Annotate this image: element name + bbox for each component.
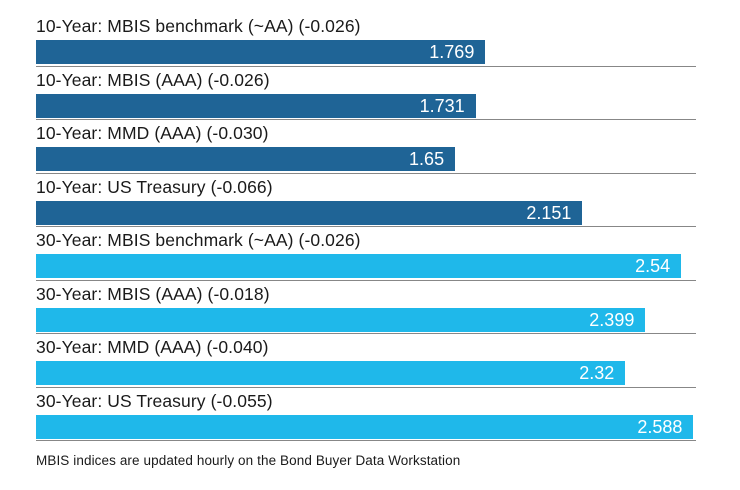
footer-note: MBIS indices are updated hourly on the B…	[36, 453, 461, 468]
bar: 2.588	[36, 414, 694, 439]
bar-label: 30-Year: MBIS (AAA) (-0.018)	[36, 283, 270, 304]
bar-label: 30-Year: MMD (AAA) (-0.040)	[36, 337, 269, 357]
bar-label: 10-Year: US Treasury (-0.066)	[36, 176, 273, 197]
bar: 2.151	[36, 200, 583, 225]
bar-row: 10-Year: MBIS (AAA) (-0.026) 1.731	[36, 67, 696, 120]
bar-value-label: 2.32	[579, 363, 615, 383]
bar-row: 10-Year: MMD (AAA) (-0.030) 1.65	[36, 120, 696, 174]
bar-label: 10-Year: MMD (AAA) (-0.030)	[36, 123, 269, 143]
bar-value-label: 1.731	[419, 95, 465, 116]
bar-row: 10-Year: MBIS benchmark (~AA) (-0.026) 1…	[36, 13, 696, 67]
bar: 2.32	[36, 361, 626, 385]
bar-value-label: 1.769	[429, 42, 475, 62]
bar: 1.65	[36, 147, 456, 171]
bar-row: 10-Year: US Treasury (-0.066) 2.151	[36, 174, 696, 227]
bar-row: 30-Year: MMD (AAA) (-0.040) 2.32	[36, 334, 696, 388]
bar-label: 10-Year: MBIS benchmark (~AA) (-0.026)	[36, 16, 361, 36]
bar-row: 30-Year: US Treasury (-0.055) 2.588	[36, 388, 696, 441]
bar-label: 30-Year: US Treasury (-0.055)	[36, 390, 273, 411]
bar-value-label: 2.151	[526, 202, 572, 223]
bar: 2.399	[36, 307, 646, 332]
bar-value-label: 2.54	[635, 256, 671, 276]
bar-label: 30-Year: MBIS benchmark (~AA) (-0.026)	[36, 230, 361, 250]
bar: 2.54	[36, 254, 682, 278]
chart-area: 10-Year: MBIS benchmark (~AA) (-0.026) 1…	[36, 13, 696, 441]
bar-value-label: 1.65	[409, 149, 445, 169]
bar: 1.769	[36, 40, 486, 64]
bar-value-label: 2.399	[589, 309, 635, 330]
bar: 1.731	[36, 93, 476, 118]
bar-row: 30-Year: MBIS (AAA) (-0.018) 2.399	[36, 281, 696, 334]
bar-label: 10-Year: MBIS (AAA) (-0.026)	[36, 69, 270, 90]
bar-value-label: 2.588	[637, 416, 683, 437]
bar-row: 30-Year: MBIS benchmark (~AA) (-0.026) 2…	[36, 227, 696, 281]
